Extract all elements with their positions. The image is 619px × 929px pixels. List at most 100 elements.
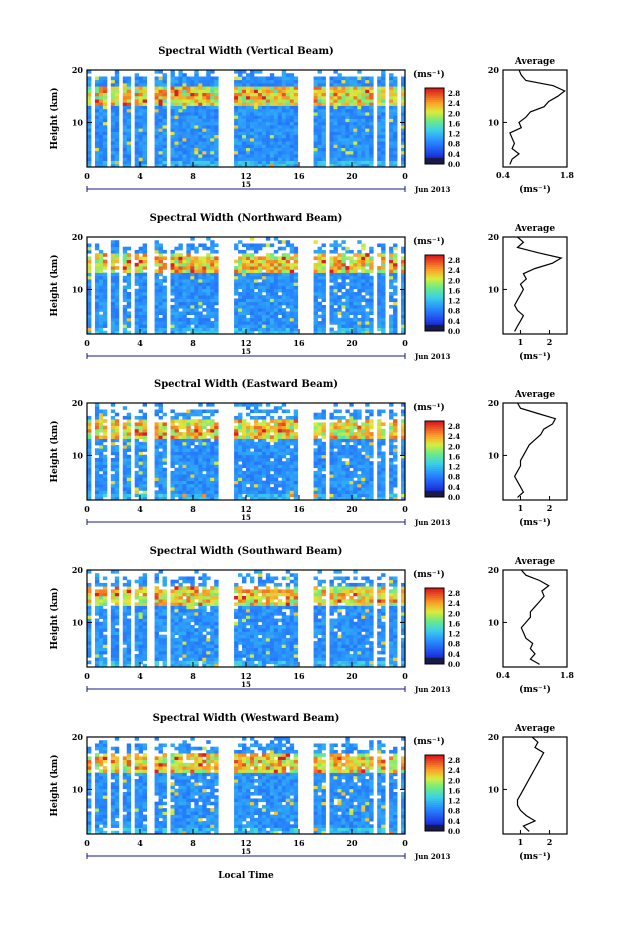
heatmap-cell	[142, 441, 148, 446]
heatmap-cell	[98, 131, 104, 136]
x-tick-label: 4	[137, 171, 143, 181]
heatmap-cell	[249, 275, 255, 280]
heatmap-cell	[134, 76, 140, 81]
heatmap-cell	[281, 141, 287, 145]
heatmap-cell	[94, 266, 100, 270]
heatmap-cell	[365, 298, 370, 303]
heatmap-cell	[190, 89, 195, 94]
heatmap-cell	[110, 150, 116, 155]
heatmap-cell	[329, 304, 334, 309]
heatmap-cell	[285, 298, 291, 303]
heatmap-cell	[246, 324, 251, 328]
heatmap-cell	[206, 272, 211, 277]
heatmap-cell	[94, 435, 100, 439]
heatmap-cell	[98, 474, 104, 478]
heatmap-cell	[158, 480, 163, 485]
heatmap-cell	[198, 82, 203, 87]
heatmap-cell	[94, 128, 100, 132]
heatmap-cell	[162, 487, 167, 491]
heatmap-cell	[293, 256, 299, 261]
heatmap-cell	[313, 422, 318, 427]
heatmap-cell	[369, 461, 374, 465]
heatmap-cell	[170, 487, 175, 491]
heatmap-cell	[206, 237, 211, 241]
heatmap-cell	[365, 282, 370, 286]
heatmap-cell	[122, 253, 128, 257]
heatmap-cell	[349, 470, 354, 475]
heatmap-cell	[138, 150, 144, 155]
heatmap-cell	[214, 243, 219, 248]
heatmap-cell	[349, 490, 354, 494]
heatmap-cell	[401, 298, 406, 303]
heatmap-cell	[98, 256, 104, 261]
heatmap-cell	[377, 118, 382, 123]
heatmap-cell	[182, 105, 187, 110]
heatmap-cell	[102, 272, 108, 277]
heatmap-cell	[110, 477, 116, 481]
heatmap-cell	[317, 118, 322, 123]
heatmap-cell	[321, 137, 326, 142]
heatmap-cell	[234, 282, 239, 286]
heatmap-cell	[389, 262, 394, 267]
heatmap-cell	[249, 327, 255, 332]
heatmap-cell	[242, 121, 247, 126]
heatmap-cell	[110, 493, 116, 498]
colorbar-step	[425, 150, 444, 154]
heatmap-cell	[389, 467, 394, 472]
heatmap-cell	[389, 487, 394, 491]
heatmap-cell	[317, 70, 322, 74]
heatmap-cell	[293, 282, 299, 286]
heatmap-cell	[178, 266, 183, 270]
heatmap-cell	[249, 403, 255, 407]
heatmap-cell	[281, 314, 287, 319]
heatmap-cell	[246, 493, 251, 498]
heatmap-cell	[401, 483, 406, 488]
heatmap-cell	[257, 457, 263, 462]
heatmap-cell	[329, 295, 334, 299]
heatmap-cell	[102, 259, 108, 264]
heatmap-cell	[190, 285, 195, 290]
colorbar-step	[425, 287, 444, 290]
heatmap-cell	[369, 330, 374, 335]
heatmap-cell	[289, 115, 295, 119]
heatmap-cell	[154, 317, 159, 322]
heatmap-cell	[102, 266, 108, 270]
heatmap-cell	[138, 269, 144, 273]
heatmap-cell	[234, 115, 239, 119]
heatmap-cell	[122, 422, 128, 427]
heatmap-cell	[186, 282, 191, 286]
heatmap-cell	[158, 76, 163, 81]
heatmap-cell	[353, 327, 358, 332]
colorbar-step	[425, 323, 444, 326]
heatmap-cell	[357, 150, 362, 155]
heatmap-cell	[401, 477, 406, 481]
heatmap-cell	[345, 112, 350, 116]
heatmap-cell	[122, 262, 128, 267]
heatmap-cell	[345, 246, 350, 251]
heatmap-cell	[269, 79, 275, 84]
heatmap-cell	[182, 95, 187, 100]
heatmap-cell	[94, 86, 100, 90]
heatmap-cell	[321, 425, 326, 430]
heatmap-cell	[94, 406, 100, 410]
heatmap-cell	[238, 279, 243, 283]
heatmap-cell	[369, 147, 374, 152]
heatmap-cell	[377, 461, 382, 465]
heatmap-cell	[194, 288, 199, 293]
heatmap-cell	[206, 464, 211, 469]
heatmap-cell	[202, 82, 207, 87]
heatmap-cell	[353, 272, 358, 277]
heatmap-cell	[285, 118, 291, 123]
heatmap-cell	[321, 92, 326, 97]
heatmap-cell	[357, 95, 362, 100]
heatmap-cell	[265, 467, 271, 472]
heatmap-cell	[349, 487, 354, 491]
heatmap-cell	[329, 321, 334, 325]
heatmap-cell	[365, 470, 370, 475]
heatmap-cell	[214, 95, 219, 100]
heatmap-cell	[401, 141, 406, 145]
heatmap-cell	[277, 115, 283, 119]
heatmap-cell	[341, 121, 346, 126]
heatmap-cell	[253, 262, 259, 267]
heatmap-cell	[190, 295, 195, 299]
